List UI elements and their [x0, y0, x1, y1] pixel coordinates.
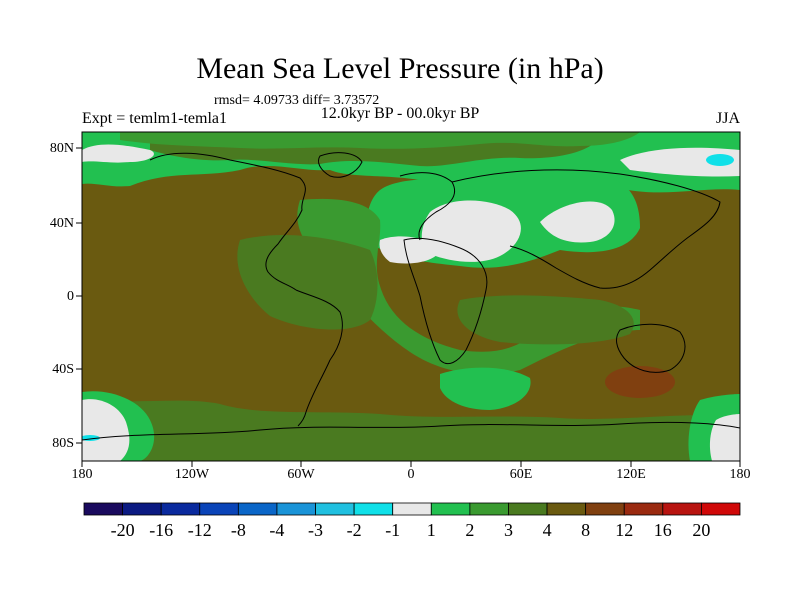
south-atlantic-green: [440, 367, 531, 410]
colorbar-box-5: [276, 502, 316, 516]
europe-neutral: [421, 200, 521, 262]
colorbar-label: 4: [542, 520, 552, 540]
lat-tick-40s: 40S: [52, 362, 74, 377]
axis-ticks: [76, 147, 741, 467]
arctic-mid-green: [120, 132, 640, 149]
southern-ocean-green: [82, 398, 740, 461]
arctic-neutral-left: [82, 144, 154, 163]
antarctic-right-neutral: [709, 414, 740, 461]
period-label: 12.0kyr BP - 00.0kyr BP: [320, 105, 480, 122]
coast-africa: [403, 237, 488, 365]
colorbar-label: 20: [692, 520, 711, 540]
lon-tick-60w: 60W: [287, 467, 315, 482]
colorbar-box-16: [701, 502, 741, 516]
colorbar-box-1: [122, 502, 162, 516]
colorbar: [83, 502, 741, 516]
colorbar-box-0: [83, 502, 123, 516]
colorbar-box-2: [160, 502, 201, 516]
coast-europe: [399, 172, 456, 241]
colorbar-box-6: [315, 502, 355, 516]
lat-tick-0: 0: [67, 289, 74, 304]
colorbar-box-3: [199, 502, 239, 516]
coast-asia: [451, 169, 721, 289]
colorbar-box-10: [469, 502, 509, 516]
colorbar-box-15: [662, 502, 702, 516]
colorbar-label: -12: [187, 520, 212, 540]
lat-tick-80s: 80S: [52, 436, 74, 451]
experiment-label: Expt = temlm1-temla1: [82, 110, 227, 127]
coast-antarctica: [82, 421, 740, 441]
lon-tick-120e: 120E: [616, 467, 646, 482]
atlantic-neutral: [379, 236, 440, 264]
lat-tick-40n: 40N: [49, 216, 74, 231]
colorbar-label: 16: [653, 520, 672, 540]
coast-north-america: [149, 152, 306, 291]
south-indian-high: [605, 366, 675, 398]
season-label: JJA: [715, 110, 740, 127]
arctic-neutral-right: [620, 147, 740, 177]
coast-greenland: [317, 152, 363, 178]
colorbar-box-14: [623, 502, 664, 516]
coast-australia: [616, 323, 686, 373]
map-field: [82, 132, 740, 461]
colorbar-label: 1: [426, 520, 436, 540]
lon-tick-60e: 60E: [509, 467, 533, 482]
colorbar-label: -4: [269, 520, 285, 540]
colorbar-label: -2: [346, 520, 362, 540]
colorbar-box-11: [508, 502, 548, 516]
colorbar-box-4: [237, 502, 278, 516]
antarctic-left-neutral: [82, 399, 130, 461]
lat-tick-80n: 80N: [49, 141, 74, 156]
colorbar-label: -3: [308, 520, 323, 540]
colorbar-label: -20: [110, 520, 135, 540]
colorbar-label: 12: [615, 520, 634, 540]
colorbar-label: -16: [149, 520, 174, 540]
lon-tick-0: 0: [407, 467, 415, 482]
asia-neutral: [540, 201, 615, 243]
colorbar-box-8: [392, 502, 432, 516]
colorbar-label: -8: [230, 520, 246, 540]
colorbar-box-13: [585, 502, 625, 516]
lon-tick-180w: 180: [71, 467, 93, 482]
stats-label: rmsd= 4.09733 diff= 3.73572: [214, 93, 380, 108]
chart-title: Mean Sea Level Pressure (in hPa): [196, 52, 604, 85]
lon-tick-120w: 120W: [174, 467, 210, 482]
indian-ocean-green: [457, 295, 634, 345]
colorbar-box-7: [353, 502, 394, 516]
colorbar-label: 8: [581, 520, 591, 540]
colorbar-label: 3: [504, 520, 513, 540]
colorbar-label: -1: [385, 520, 401, 540]
lon-tick-180e: 180: [729, 467, 751, 482]
colorbar-box-12: [546, 502, 587, 516]
coastlines: [82, 152, 740, 441]
tropical-green: [237, 235, 378, 330]
coast-south-america: [295, 289, 343, 427]
arctic-blue-spot: [706, 154, 734, 166]
colorbar-label: 2: [465, 520, 475, 540]
colorbar-box-9: [430, 502, 471, 516]
